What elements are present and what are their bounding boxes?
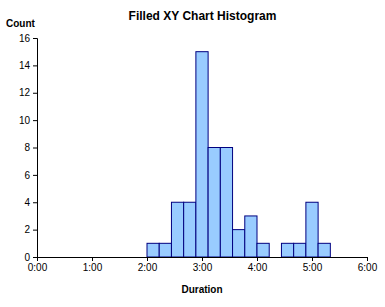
x-tick-mark — [92, 257, 93, 261]
y-tick: 2 — [24, 224, 37, 235]
x-tick-label: 5:00 — [303, 262, 323, 273]
x-axis: 0:00 1:00 2:00 3:00 4:00 5:00 6:00 — [28, 257, 378, 273]
chart: 0:00 1:00 2:00 3:00 4:00 5:00 6:00 0 2 4 6 8 10 12 14 1… — [0, 0, 385, 307]
y-tick: 4 — [24, 197, 37, 208]
histogram-bar — [233, 230, 245, 257]
x-tick-label: 2:00 — [138, 262, 158, 273]
y-tick-label: 4 — [24, 197, 30, 208]
x-tick: 1:00 — [83, 257, 103, 273]
x-tick-mark — [147, 257, 148, 261]
x-tick-mark — [312, 257, 313, 261]
y-axis-title: Count — [6, 18, 36, 29]
x-tick-label: 3:00 — [193, 262, 213, 273]
x-tick-mark — [257, 257, 258, 261]
histogram-bar — [184, 202, 196, 257]
x-tick-label: 4:00 — [248, 262, 268, 273]
histogram-bar — [208, 148, 220, 258]
plot: 0:00 1:00 2:00 3:00 4:00 5:00 6:00 0 2 4 6 8 10 12 14 1… — [19, 33, 378, 273]
x-tick-label: 1:00 — [83, 262, 103, 273]
y-tick-label: 6 — [24, 170, 30, 181]
histogram-bar — [159, 243, 171, 257]
histogram-bar — [257, 243, 269, 257]
x-tick: 4:00 — [248, 257, 268, 273]
histogram-bar — [269, 257, 281, 258]
histogram-bar — [281, 243, 293, 257]
y-tick-mark — [33, 148, 37, 149]
histogram-bar — [318, 243, 330, 257]
histogram-bar — [220, 148, 232, 258]
y-tick-mark — [33, 93, 37, 94]
x-tick-mark — [367, 257, 368, 261]
y-tick-label: 10 — [19, 115, 31, 126]
x-tick: 6:00 — [358, 257, 378, 273]
y-tick: 10 — [19, 115, 37, 126]
histogram-bar — [245, 216, 257, 257]
y-tick-label: 16 — [19, 33, 31, 44]
x-axis-line — [38, 258, 368, 262]
y-axis: 0 2 4 6 8 10 12 14 16 — [19, 33, 38, 263]
histogram-bar — [306, 202, 318, 257]
y-tick-mark — [33, 175, 37, 176]
y-tick-label: 12 — [19, 87, 31, 98]
bars — [147, 52, 330, 257]
y-tick: 14 — [19, 60, 37, 71]
x-tick: 5:00 — [303, 257, 323, 273]
y-tick: 6 — [24, 170, 37, 181]
y-tick-label: 14 — [19, 60, 31, 71]
x-axis-title: Duration — [181, 284, 222, 295]
y-tick-label: 8 — [24, 142, 30, 153]
x-tick: 2:00 — [138, 257, 158, 273]
title: Filled XY Chart Histogram — [129, 9, 277, 23]
y-tick-mark — [33, 230, 37, 231]
y-tick-mark — [33, 65, 37, 66]
x-tick-label: 6:00 — [358, 262, 378, 273]
y-tick-label: 2 — [24, 224, 30, 235]
x-tick-mark — [202, 257, 203, 261]
y-tick-label: 0 — [24, 252, 30, 263]
histogram-bar — [147, 243, 159, 257]
x-tick-label: 0:00 — [28, 262, 48, 273]
y-tick-mark — [33, 120, 37, 121]
histogram-bar — [294, 243, 306, 257]
y-tick: 16 — [19, 33, 37, 44]
y-tick: 12 — [19, 87, 37, 98]
x-tick: 3:00 — [193, 257, 213, 273]
histogram-bar — [196, 52, 208, 257]
y-tick: 0 — [24, 252, 37, 263]
y-tick-mark — [33, 257, 37, 258]
y-tick-mark — [33, 202, 37, 203]
x-tick: 0:00 — [28, 257, 48, 273]
y-tick: 8 — [24, 142, 37, 153]
y-tick-mark — [33, 38, 37, 39]
histogram-bar — [171, 202, 183, 257]
y-axis-line — [33, 39, 38, 258]
